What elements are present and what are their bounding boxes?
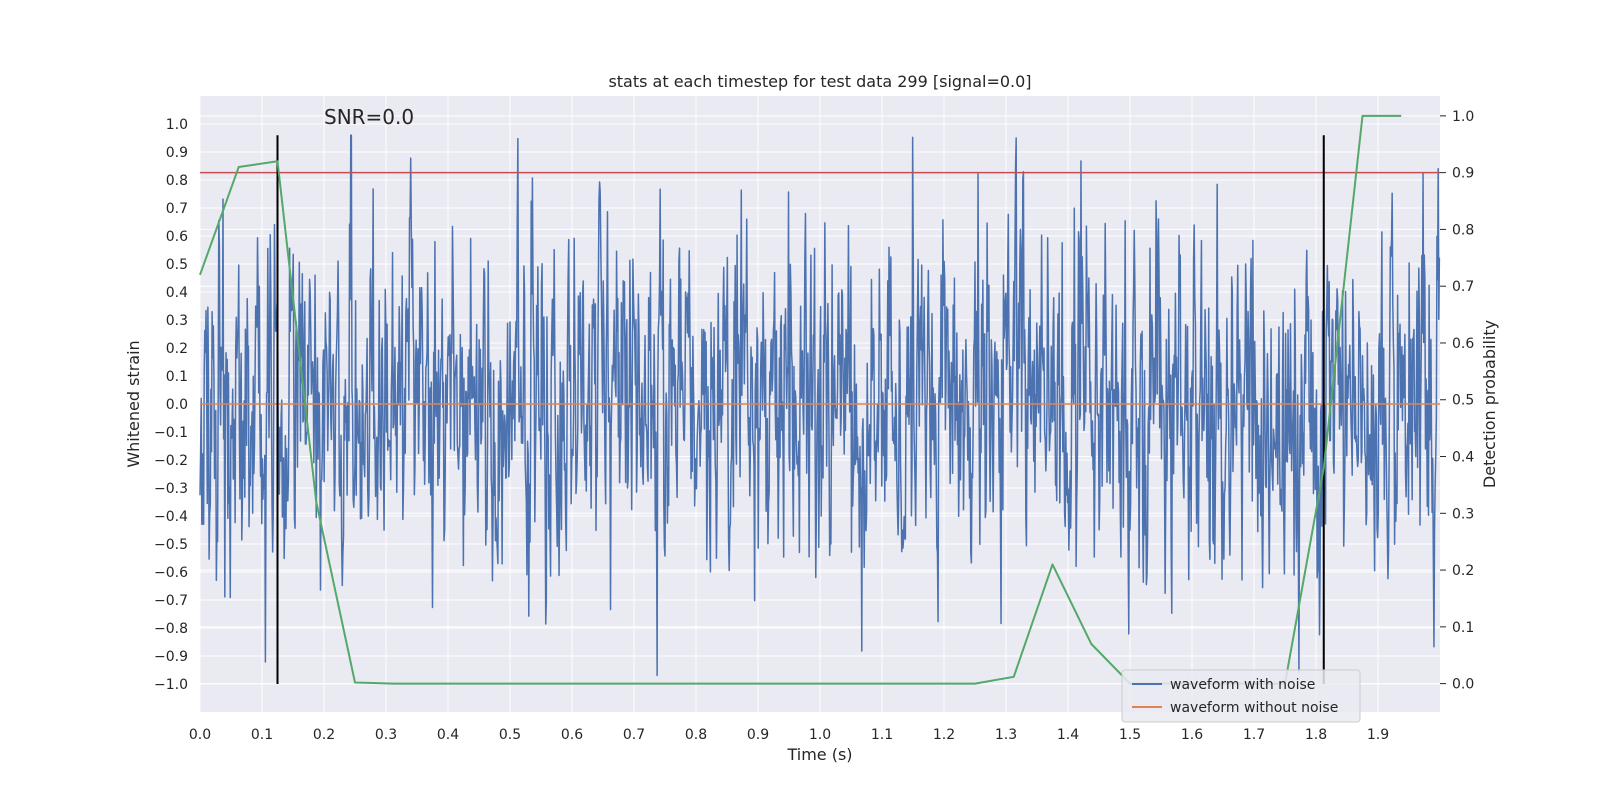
legend: waveform with noise waveform without noi…: [1121, 669, 1361, 723]
x-tick-label: 0.6: [561, 727, 583, 743]
x-tick-label: 1.8: [1305, 727, 1327, 743]
x-tick-label: 1.2: [933, 727, 955, 743]
x-tick-label: 1.3: [995, 727, 1017, 743]
x-tick-label: 0.2: [313, 727, 335, 743]
y-tick-label: 0.2: [166, 341, 188, 357]
y2-tick-label: 0.8: [1452, 222, 1474, 238]
y-tick-label: 0.5: [166, 257, 188, 273]
y2-tick-label: 0.7: [1452, 279, 1474, 295]
y-tick-label: 0.6: [166, 229, 188, 245]
x-tick-label: 0.7: [623, 727, 645, 743]
y2-tick-label: 0.6: [1452, 336, 1474, 352]
x-tick-label: 1.6: [1181, 727, 1203, 743]
y-axis-label: Whitened strain: [124, 340, 143, 467]
y-tick-label: 0.0: [166, 397, 188, 413]
y-tick-label: −0.3: [154, 481, 188, 497]
x-tick-label: 1.5: [1119, 727, 1141, 743]
x-tick-label: 0.9: [747, 727, 769, 743]
legend-box: [1121, 669, 1361, 723]
x-tick-label: 0.5: [499, 727, 521, 743]
x-tick-label: 1.4: [1057, 727, 1079, 743]
y2-tick-label: 0.3: [1452, 506, 1474, 522]
y-tick-label: −0.9: [154, 649, 188, 665]
y2-tick-label: 1.0: [1452, 109, 1474, 125]
x-tick-label: 1.7: [1243, 727, 1265, 743]
y2-tick-label: 0.0: [1452, 677, 1474, 693]
y-tick-labels: −1.0 −0.9 −0.8 −0.7 −0.6 −0.5 −0.4 −0.3 −0.2 −0.1…: [154, 117, 188, 693]
y-tick-label: 1.0: [166, 117, 188, 133]
y2-tick-label: 0.1: [1452, 620, 1474, 636]
snr-annotation: SNR=0.0: [324, 105, 414, 129]
y-tick-label: −0.1: [154, 425, 188, 441]
x-axis-label: Time (s): [786, 745, 852, 764]
y-tick-label: −0.2: [154, 453, 188, 469]
y2-tick-label: 0.4: [1452, 450, 1474, 466]
y-tick-label: 0.4: [166, 285, 188, 301]
x-tick-label: 0.8: [685, 727, 707, 743]
chart-title: stats at each timestep for test data 299…: [608, 72, 1031, 91]
x-tick-label: 1.1: [871, 727, 893, 743]
y2-tick-label: 0.5: [1452, 393, 1474, 409]
y-tick-label: 0.9: [166, 145, 188, 161]
legend-label-clean: waveform without noise: [1170, 700, 1338, 716]
y2-tick-label: 0.2: [1452, 563, 1474, 579]
y2-tick-labels: 0.0 0.1 0.2 0.3 0.4 0.5 0.6 0.7 0.8 0.9 1.0: [1440, 109, 1474, 693]
x-tick-labels: 0.0 0.1 0.2 0.3 0.4 0.5 0.6 0.7 0.8 0.9 1.0 1.1 1.2 1…: [189, 727, 1389, 743]
y-tick-label: −1.0: [154, 677, 188, 693]
y-tick-label: 0.8: [166, 173, 188, 189]
x-tick-label: 0.4: [437, 727, 459, 743]
y-tick-label: 0.7: [166, 201, 188, 217]
series-waveform-with-noise: [199, 134, 1441, 677]
y-tick-label: 0.3: [166, 313, 188, 329]
y-tick-label: −0.4: [154, 509, 188, 525]
x-tick-label: 0.1: [251, 727, 273, 743]
x-tick-label: 1.9: [1367, 727, 1389, 743]
y2-tick-label: 0.9: [1452, 166, 1474, 182]
y-tick-label: −0.7: [154, 593, 188, 609]
x-tick-label: 0.3: [375, 727, 397, 743]
legend-label-noisy: waveform with noise: [1170, 677, 1315, 693]
x-tick-label: 0.0: [189, 727, 211, 743]
y2-axis-label: Detection probability: [1480, 320, 1499, 488]
y-tick-label: −0.8: [154, 621, 188, 637]
y-tick-label: −0.5: [154, 537, 188, 553]
x-tick-label: 1.0: [809, 727, 831, 743]
y-tick-label: −0.6: [154, 565, 188, 581]
y-tick-label: 0.1: [166, 369, 188, 385]
